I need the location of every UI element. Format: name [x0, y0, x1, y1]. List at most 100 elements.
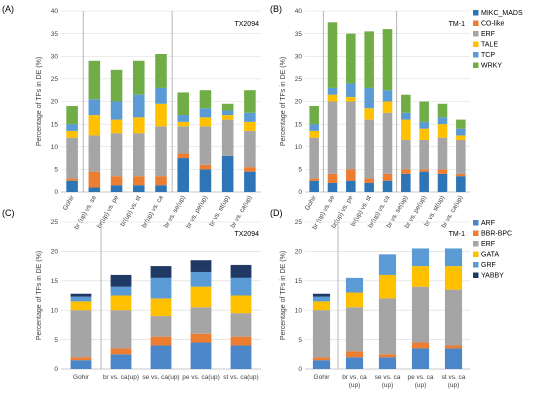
bar-segment-mikc-mads: [199, 169, 212, 192]
bar-segment-tale: [456, 135, 466, 140]
legend-swatch: [473, 262, 479, 268]
bar-segment-tcp: [88, 99, 101, 116]
bar-segment-wrky: [401, 94, 411, 113]
legend-swatch: [473, 31, 479, 37]
legend-label: BBR-BPC: [481, 231, 512, 238]
bar-segment-tcp: [177, 115, 189, 122]
y-tick-label: 0: [298, 366, 302, 373]
bar-segment-gata: [150, 298, 172, 317]
bar-segment-tcp: [66, 124, 78, 131]
bar-segment-mikc-mads: [327, 182, 338, 192]
bar-segment-co-like: [133, 176, 145, 186]
bar-segment-mikc-mads: [88, 187, 101, 192]
bar-segment-co-like: [155, 176, 167, 186]
y-tick-label: 25: [51, 76, 59, 83]
bar-segment-mikc-mads: [437, 173, 448, 192]
bar-segment-co-like: [309, 178, 319, 181]
bar-segment-erf: [444, 289, 463, 346]
bar-segment-mikc-mads: [346, 180, 356, 192]
bar-segment-erf: [230, 313, 252, 337]
bar-segment-wrky: [437, 103, 448, 118]
bar-segment-tale: [110, 119, 123, 134]
bar-segment-erf: [177, 126, 189, 154]
bar-segment-bbr-bpc: [190, 333, 212, 343]
bar-segment-wrky: [199, 90, 212, 109]
y-tick-label: 35: [51, 31, 59, 38]
bar-segment-tale: [382, 101, 393, 113]
bar-segment-tcp: [382, 90, 393, 102]
bar-segment-erf: [411, 286, 430, 343]
bar-segment-erf: [110, 310, 132, 349]
bar-segment-wrky: [309, 106, 319, 125]
bar-segment-tale: [155, 103, 167, 127]
bar-segment-yabby: [70, 293, 92, 297]
legend-swatch: [473, 220, 479, 226]
legend-label: TCP: [481, 52, 495, 59]
y-tick-label: 40: [51, 8, 59, 15]
bar-segment-tcp: [437, 117, 448, 125]
bar-segment-erf: [345, 307, 364, 352]
bar-segment-gata: [345, 292, 364, 308]
y-tick-label: 20: [295, 249, 303, 256]
y-tick-label: 0: [54, 366, 58, 373]
legend-swatch: [473, 62, 479, 68]
legend-label: MIKC_MADS: [481, 10, 523, 17]
bar-segment-arf: [70, 360, 92, 369]
bar-segment-yabby: [190, 260, 212, 272]
bar-segment-tale: [244, 121, 256, 131]
x-tick-label: br(up) vs. pe: [96, 194, 120, 229]
bar-segment-erf: [150, 316, 172, 337]
y-tick-label: 10: [295, 144, 303, 151]
bar-segment-wrky: [177, 92, 189, 116]
legend-swatch: [473, 41, 479, 47]
bar-segment-mikc-mads: [133, 185, 145, 192]
bar-segment-erf: [419, 139, 429, 170]
bar-segment-mikc-mads: [244, 171, 256, 192]
bar-segment-co-like: [327, 173, 338, 183]
legend-label: WRKY: [481, 63, 502, 70]
y-tick-label: 25: [295, 219, 303, 226]
y-tick-label: 0: [298, 189, 302, 196]
bar-segment-erf: [199, 126, 212, 165]
bar-segment-tcp: [199, 108, 212, 118]
legend-swatch: [473, 10, 479, 16]
bar-segment-tcp: [133, 94, 145, 118]
bar-segment-erf: [346, 101, 356, 170]
bar-segment-grf: [150, 277, 172, 299]
y-tick-label: 10: [51, 144, 59, 151]
legend-swatch: [473, 230, 479, 236]
bar-segment-grf: [190, 271, 212, 287]
bar-segment-yabby: [110, 274, 132, 287]
bar-segment-yabby: [230, 264, 252, 278]
x-tick-label: st vs. ca(up): [442, 374, 466, 389]
bar-segment-erf: [221, 119, 234, 156]
legend-label: YABBY: [481, 273, 504, 280]
bar-segment-erf: [309, 137, 319, 179]
bar-segment-erf: [327, 101, 338, 174]
legend-label: ERF: [481, 31, 495, 38]
y-tick-label: 5: [54, 337, 58, 344]
bar-segment-tale: [327, 94, 338, 102]
bar-segment-grf: [378, 254, 397, 275]
bar-segment-arf: [150, 345, 172, 369]
bar-segment-tale: [133, 117, 145, 134]
bar-segment-yabby: [312, 293, 331, 297]
bar-segment-tcp: [155, 87, 167, 104]
bar-segment-erf: [364, 119, 374, 179]
x-tick-label: Gohir: [62, 194, 76, 212]
bar-segment-bbr-bpc: [110, 348, 132, 355]
bar-segment-co-like: [110, 176, 123, 186]
bar-segment-tale: [88, 115, 101, 136]
bar-segment-grf: [110, 286, 132, 296]
bar-segment-gata: [190, 286, 212, 308]
y-tick-label: 5: [54, 167, 58, 174]
x-tick-label: br(up) vs. st: [119, 194, 142, 227]
x-tick-label: br vs. ca(up): [103, 374, 139, 381]
x-tick-label: br vs. ca(up): [342, 374, 367, 389]
bar-segment-erf: [456, 139, 466, 174]
y-tick-label: 0: [54, 189, 58, 196]
bar-segment-wrky: [110, 69, 123, 102]
chart-title: TX2094: [234, 231, 259, 238]
bar-segment-tale: [401, 119, 411, 140]
bar-segment-co-like: [401, 169, 411, 174]
